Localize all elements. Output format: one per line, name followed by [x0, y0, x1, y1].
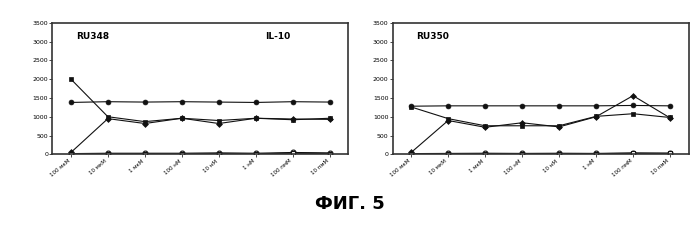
Text: IL-10: IL-10: [266, 32, 291, 41]
Text: RU350: RU350: [417, 32, 449, 41]
Text: RU348: RU348: [76, 32, 109, 41]
Text: ФИГ. 5: ФИГ. 5: [315, 195, 384, 213]
